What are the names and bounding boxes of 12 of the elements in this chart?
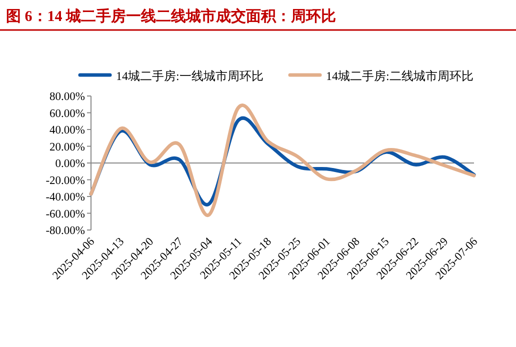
y-tick-label: -20.00% [46, 174, 86, 187]
legend-label: 14城二手房:一线城市周环比 [116, 69, 264, 83]
y-tick-label: 60.00% [50, 108, 86, 120]
y-tick-label: -40.00% [46, 192, 86, 204]
chart-title: 图 6：14 城二手房一线二线城市成交面积：周环比 [6, 7, 336, 25]
y-tick-label: -80.00% [46, 225, 86, 237]
y-tick-label: 40.00% [50, 124, 86, 136]
legend-label: 14城二手房:二线城市周环比 [326, 69, 474, 83]
y-tick-label: 20.00% [50, 141, 86, 154]
y-tick-label: 0.00% [55, 158, 86, 170]
y-tick-label: 80.00% [50, 91, 86, 103]
y-tick-label: -60.00% [46, 208, 86, 220]
